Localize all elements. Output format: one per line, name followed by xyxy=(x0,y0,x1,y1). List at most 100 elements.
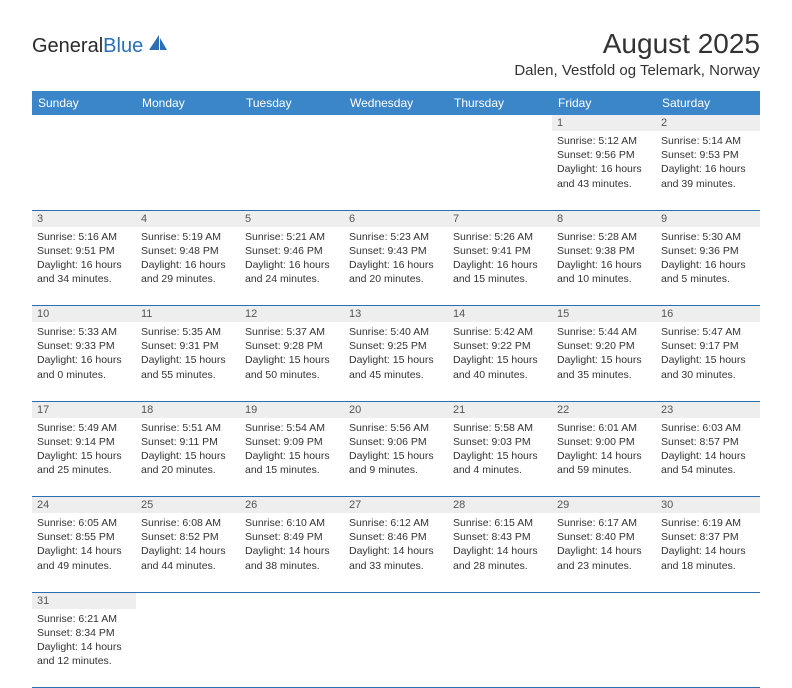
day-cell: Sunrise: 5:58 AMSunset: 9:03 PMDaylight:… xyxy=(448,418,552,497)
day-cell xyxy=(552,609,656,688)
day-number xyxy=(136,593,240,609)
day-number: 13 xyxy=(344,306,448,322)
content-row: Sunrise: 5:33 AMSunset: 9:33 PMDaylight:… xyxy=(32,322,760,401)
day-number-cell xyxy=(344,592,448,609)
day-number xyxy=(344,593,448,609)
day-details: Sunrise: 5:47 AMSunset: 9:17 PMDaylight:… xyxy=(656,322,760,385)
content-row: Sunrise: 5:12 AMSunset: 9:56 PMDaylight:… xyxy=(32,131,760,210)
daynum-row: 17181920212223 xyxy=(32,401,760,418)
day-number-cell xyxy=(240,592,344,609)
day-details: Sunrise: 5:28 AMSunset: 9:38 PMDaylight:… xyxy=(552,227,656,290)
day-details: Sunrise: 5:44 AMSunset: 9:20 PMDaylight:… xyxy=(552,322,656,385)
day-number: 28 xyxy=(448,497,552,513)
day-number-cell: 20 xyxy=(344,401,448,418)
day-number-cell: 22 xyxy=(552,401,656,418)
day-details: Sunrise: 5:19 AMSunset: 9:48 PMDaylight:… xyxy=(136,227,240,290)
day-details: Sunrise: 6:17 AMSunset: 8:40 PMDaylight:… xyxy=(552,513,656,576)
daynum-row: 12 xyxy=(32,115,760,131)
day-cell xyxy=(136,131,240,210)
day-details: Sunrise: 6:19 AMSunset: 8:37 PMDaylight:… xyxy=(656,513,760,576)
day-details: Sunrise: 5:49 AMSunset: 9:14 PMDaylight:… xyxy=(32,418,136,481)
logo-sail-icon xyxy=(147,34,169,58)
logo-text-blue: Blue xyxy=(103,35,143,58)
day-number-cell xyxy=(240,115,344,131)
day-details: Sunrise: 5:33 AMSunset: 9:33 PMDaylight:… xyxy=(32,322,136,385)
day-number-cell: 3 xyxy=(32,210,136,227)
day-number-cell: 14 xyxy=(448,306,552,323)
day-number: 15 xyxy=(552,306,656,322)
day-cell xyxy=(32,131,136,210)
day-number: 31 xyxy=(32,593,136,609)
day-number-cell: 18 xyxy=(136,401,240,418)
day-details: Sunrise: 6:15 AMSunset: 8:43 PMDaylight:… xyxy=(448,513,552,576)
day-number: 12 xyxy=(240,306,344,322)
content-row: Sunrise: 5:16 AMSunset: 9:51 PMDaylight:… xyxy=(32,227,760,306)
day-number-cell xyxy=(136,115,240,131)
day-cell: Sunrise: 5:19 AMSunset: 9:48 PMDaylight:… xyxy=(136,227,240,306)
day-cell: Sunrise: 6:21 AMSunset: 8:34 PMDaylight:… xyxy=(32,609,136,688)
day-cell: Sunrise: 6:12 AMSunset: 8:46 PMDaylight:… xyxy=(344,513,448,592)
day-number: 2 xyxy=(656,115,760,131)
day-cell: Sunrise: 6:08 AMSunset: 8:52 PMDaylight:… xyxy=(136,513,240,592)
day-number xyxy=(32,115,136,131)
day-number-cell: 27 xyxy=(344,497,448,514)
day-number-cell xyxy=(448,115,552,131)
day-number: 20 xyxy=(344,402,448,418)
day-header: Wednesday xyxy=(344,91,448,115)
day-details: Sunrise: 6:21 AMSunset: 8:34 PMDaylight:… xyxy=(32,609,136,672)
day-cell: Sunrise: 6:19 AMSunset: 8:37 PMDaylight:… xyxy=(656,513,760,592)
title-block: August 2025 Dalen, Vestfold og Telemark,… xyxy=(514,28,760,81)
day-number-cell: 26 xyxy=(240,497,344,514)
day-details: Sunrise: 6:01 AMSunset: 9:00 PMDaylight:… xyxy=(552,418,656,481)
day-details: Sunrise: 5:37 AMSunset: 9:28 PMDaylight:… xyxy=(240,322,344,385)
daynum-row: 24252627282930 xyxy=(32,497,760,514)
day-cell: Sunrise: 5:47 AMSunset: 9:17 PMDaylight:… xyxy=(656,322,760,401)
day-number-cell: 2 xyxy=(656,115,760,131)
day-number: 9 xyxy=(656,211,760,227)
day-header: Tuesday xyxy=(240,91,344,115)
day-details: Sunrise: 5:14 AMSunset: 9:53 PMDaylight:… xyxy=(656,131,760,194)
day-cell: Sunrise: 5:37 AMSunset: 9:28 PMDaylight:… xyxy=(240,322,344,401)
day-number: 10 xyxy=(32,306,136,322)
day-header-row: SundayMondayTuesdayWednesdayThursdayFrid… xyxy=(32,91,760,115)
day-number: 3 xyxy=(32,211,136,227)
day-number: 21 xyxy=(448,402,552,418)
day-number-cell xyxy=(552,592,656,609)
day-number: 5 xyxy=(240,211,344,227)
location: Dalen, Vestfold og Telemark, Norway xyxy=(514,62,760,79)
day-cell: Sunrise: 6:10 AMSunset: 8:49 PMDaylight:… xyxy=(240,513,344,592)
day-cell: Sunrise: 6:05 AMSunset: 8:55 PMDaylight:… xyxy=(32,513,136,592)
day-cell: Sunrise: 5:54 AMSunset: 9:09 PMDaylight:… xyxy=(240,418,344,497)
day-number-cell: 6 xyxy=(344,210,448,227)
day-number: 14 xyxy=(448,306,552,322)
calendar-table: SundayMondayTuesdayWednesdayThursdayFrid… xyxy=(32,91,760,688)
day-cell: Sunrise: 5:33 AMSunset: 9:33 PMDaylight:… xyxy=(32,322,136,401)
day-number-cell: 25 xyxy=(136,497,240,514)
day-details: Sunrise: 5:58 AMSunset: 9:03 PMDaylight:… xyxy=(448,418,552,481)
day-number: 7 xyxy=(448,211,552,227)
day-number-cell xyxy=(656,592,760,609)
day-header: Monday xyxy=(136,91,240,115)
day-details: Sunrise: 5:51 AMSunset: 9:11 PMDaylight:… xyxy=(136,418,240,481)
day-cell xyxy=(344,609,448,688)
day-details: Sunrise: 5:23 AMSunset: 9:43 PMDaylight:… xyxy=(344,227,448,290)
day-number xyxy=(448,115,552,131)
day-number xyxy=(240,593,344,609)
day-number-cell: 5 xyxy=(240,210,344,227)
content-row: Sunrise: 6:21 AMSunset: 8:34 PMDaylight:… xyxy=(32,609,760,688)
day-number-cell: 10 xyxy=(32,306,136,323)
day-number-cell xyxy=(344,115,448,131)
day-number: 4 xyxy=(136,211,240,227)
logo-text-dark: General xyxy=(32,35,103,58)
day-number-cell: 31 xyxy=(32,592,136,609)
day-cell xyxy=(656,609,760,688)
day-details: Sunrise: 5:35 AMSunset: 9:31 PMDaylight:… xyxy=(136,322,240,385)
day-number-cell: 11 xyxy=(136,306,240,323)
day-number: 1 xyxy=(552,115,656,131)
day-number: 11 xyxy=(136,306,240,322)
day-number-cell: 30 xyxy=(656,497,760,514)
day-number-cell: 28 xyxy=(448,497,552,514)
day-header: Sunday xyxy=(32,91,136,115)
day-number-cell: 29 xyxy=(552,497,656,514)
day-details: Sunrise: 5:12 AMSunset: 9:56 PMDaylight:… xyxy=(552,131,656,194)
